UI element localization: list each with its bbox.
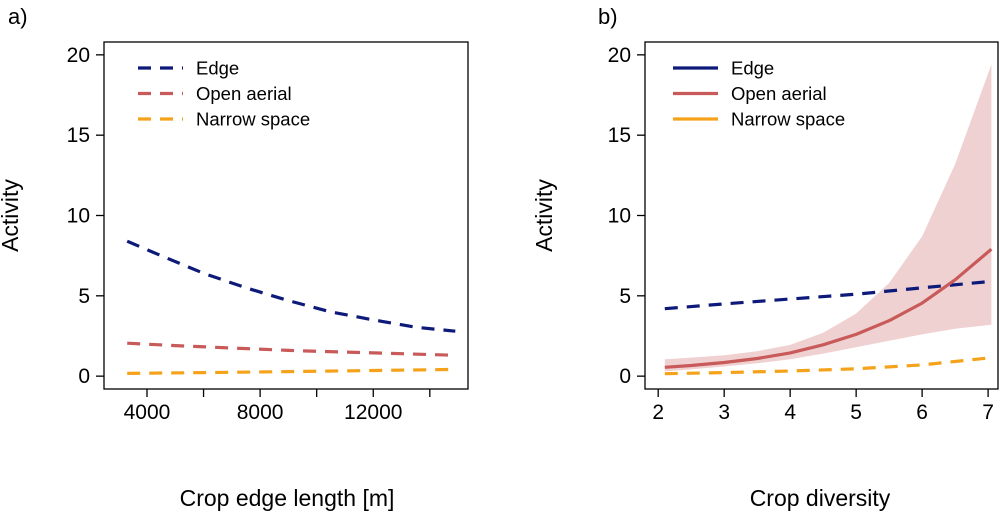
legend-label: Edge — [196, 58, 239, 79]
y-tick-label: 0 — [619, 365, 631, 388]
plot-area — [664, 64, 993, 376]
x-tick-label: 7 — [982, 401, 994, 424]
panel-label: a) — [8, 4, 28, 29]
x-tick-label: 6 — [916, 401, 928, 424]
plot-area — [126, 239, 456, 375]
legend-label: Edge — [731, 58, 774, 79]
series-line-edge — [126, 239, 456, 333]
x-tick-label: 4000 — [124, 401, 171, 424]
series-line-edge — [664, 279, 992, 311]
x-tick-label: 4 — [784, 401, 796, 424]
panel-b: b) 0 5 10 15 20 2 3 4 5 6 7 Crop diversity Activity Ed… — [531, 4, 999, 511]
y-tick-label: 20 — [67, 44, 90, 67]
series-line-narrow-space — [127, 367, 456, 375]
legend-label: Narrow space — [196, 109, 310, 130]
y-tick-label: 5 — [78, 285, 90, 308]
series-line-narrow-space — [664, 356, 992, 376]
y-axis-title: Activity — [531, 179, 557, 252]
x-tick-label: 2 — [652, 401, 664, 424]
y-tick-label: 15 — [608, 124, 631, 147]
x-axis-title: Crop diversity — [750, 485, 891, 511]
y-tick-label: 10 — [608, 205, 631, 228]
x-tick-label: 8000 — [237, 401, 284, 424]
legend-label: Narrow space — [731, 109, 845, 130]
y-tick-label: 5 — [619, 285, 631, 308]
panel-label: b) — [598, 4, 618, 29]
series-line-open-aerial — [127, 341, 456, 357]
ci-band-open-aerial — [664, 64, 992, 372]
legend-label: Open aerial — [731, 83, 827, 104]
panel-a: a) 0 5 10 15 20 4000 8000 12000 Crop edge length … — [0, 4, 469, 511]
x-tick-label: 3 — [718, 401, 730, 424]
series-line-open-aerial — [664, 247, 993, 369]
legend-label: Open aerial — [196, 83, 292, 104]
legend: Edge Open aerial Narrow space — [138, 58, 310, 130]
y-tick-label: 10 — [67, 205, 90, 228]
x-tick-label: 5 — [850, 401, 862, 424]
y-tick-label: 20 — [608, 44, 631, 67]
y-axis-title: Activity — [0, 179, 23, 252]
x-axis-title: Crop edge length [m] — [180, 485, 395, 511]
x-tick-label: 12000 — [344, 401, 402, 424]
y-tick-label: 0 — [78, 365, 90, 388]
legend: Edge Open aerial Narrow space — [673, 58, 845, 130]
y-tick-label: 15 — [67, 124, 90, 147]
